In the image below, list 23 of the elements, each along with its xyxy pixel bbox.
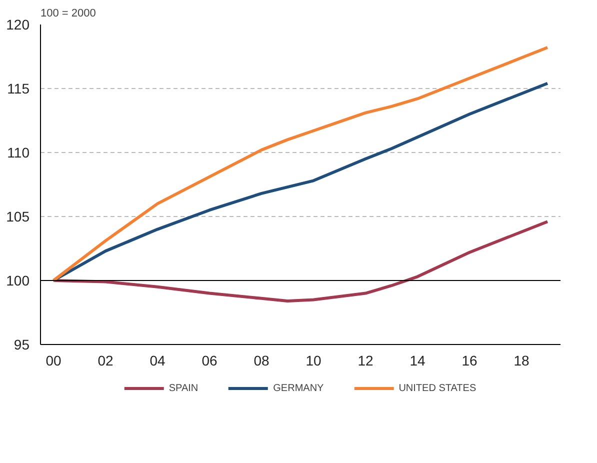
x-tick-label: 02 <box>98 352 114 368</box>
y-tick-label: 115 <box>7 80 30 96</box>
x-tick-label: 10 <box>306 352 322 368</box>
line-series <box>52 220 549 302</box>
x-tick-label: 00 <box>46 352 62 368</box>
x-tick-label: 14 <box>410 352 426 368</box>
legend-label: SPAIN <box>168 382 198 394</box>
line-series <box>52 46 549 282</box>
x-tick-label: 16 <box>462 352 478 368</box>
x-tick-label: 04 <box>150 352 166 368</box>
x-tick-label: 08 <box>254 352 270 368</box>
legend-label: UNITED STATES <box>398 382 476 394</box>
y-axis-title: 100 = 2000 <box>40 8 96 20</box>
y-tick-label: 100 <box>6 272 30 288</box>
y-tick-label: 105 <box>6 208 30 224</box>
line-series <box>52 82 549 282</box>
y-tick-label: 95 <box>14 336 30 352</box>
y-tick-label: 120 <box>6 16 30 32</box>
x-tick-label: 18 <box>514 352 530 368</box>
y-tick-label: 110 <box>7 144 30 160</box>
legend-label: GERMANY <box>273 382 324 394</box>
x-tick-label: 06 <box>202 352 218 368</box>
x-tick-label: 12 <box>358 352 374 368</box>
